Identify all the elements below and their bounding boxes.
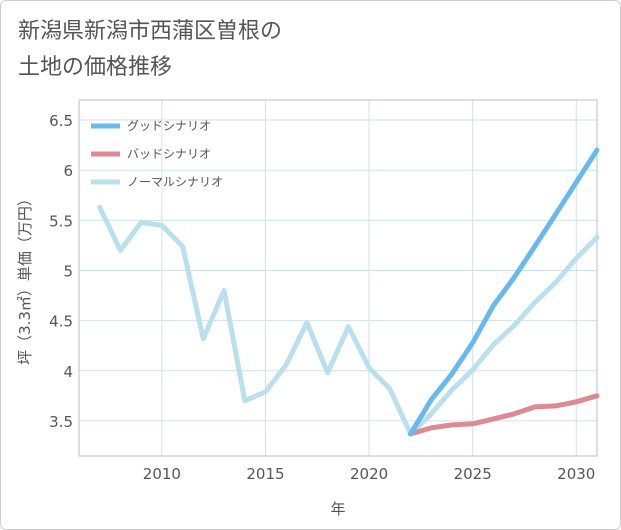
legend-label: ノーマルシナリオ xyxy=(127,175,223,189)
chart-title-line-1: 新潟県新潟市西蒲区曽根の xyxy=(18,19,283,44)
x-tick-label: 2015 xyxy=(246,465,284,483)
x-tick-label: 2010 xyxy=(143,465,181,483)
legend-label: グッドシナリオ xyxy=(127,119,211,133)
series-line-2 xyxy=(97,204,600,437)
x-tick-label: 2025 xyxy=(454,465,492,483)
y-tick-label: 6 xyxy=(63,162,73,180)
x-axis-ticks: 2010 2015 2020 2025 2030 xyxy=(143,465,596,483)
series-line-1 xyxy=(408,393,600,437)
x-tick-label: 2020 xyxy=(350,465,388,483)
x-tick-label: 2030 xyxy=(557,465,595,483)
chart-title: 新潟県新潟市西蒲区曽根の 土地の価格推移 xyxy=(18,14,282,86)
plot-area xyxy=(78,99,598,457)
y-tick-label: 5.5 xyxy=(49,212,73,230)
series-line-0 xyxy=(408,147,600,437)
y-tick-label: 4.5 xyxy=(49,313,73,331)
series-lines xyxy=(97,147,600,437)
y-axis-ticks: 3.5 4 4.5 5 5.5 6 6.5 xyxy=(49,112,73,431)
legend-label: バッドシナリオ xyxy=(127,147,211,161)
chart-title-line-2: 土地の価格推移 xyxy=(18,55,173,80)
y-axis-label: 坪（3.3㎡）単価（万円） xyxy=(16,191,34,365)
grid-lines xyxy=(79,100,597,456)
y-tick-label: 6.5 xyxy=(49,112,73,130)
y-tick-label: 3.5 xyxy=(49,413,73,431)
y-tick-label: 5 xyxy=(63,262,73,280)
x-axis-label: 年 xyxy=(330,500,345,518)
y-tick-label: 4 xyxy=(63,363,73,381)
